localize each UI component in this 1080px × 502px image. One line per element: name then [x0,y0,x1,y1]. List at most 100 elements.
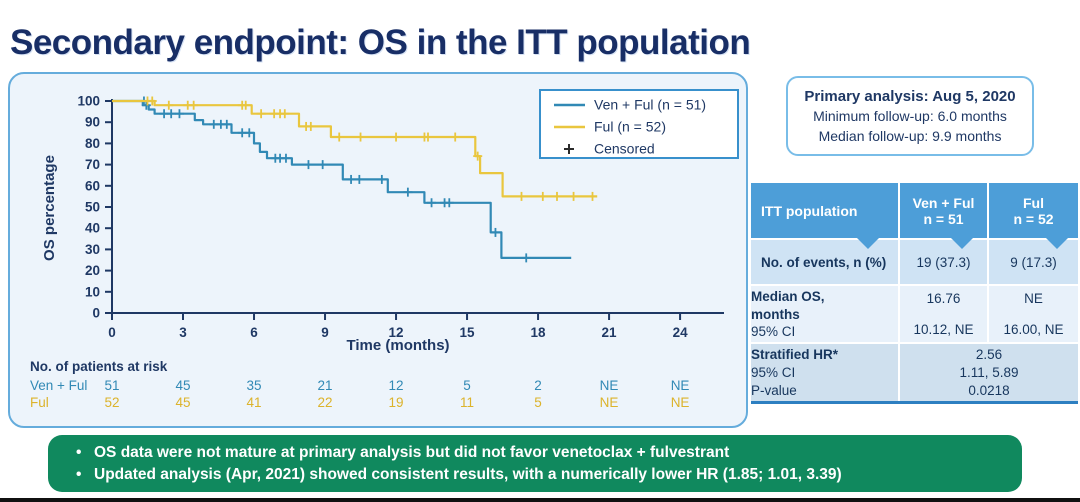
svg-text:Time (months): Time (months) [346,337,449,354]
events-ful-value: 9 (17.3) [987,240,1078,284]
svg-text:51: 51 [104,378,119,393]
svg-text:45: 45 [175,395,190,410]
svg-text:5: 5 [534,395,542,410]
median-os-venful-values: 16.76 10.12, NE [898,286,987,342]
svg-text:18: 18 [531,325,547,340]
legend: Ven + Ful (n = 51) Ful (n = 52) Censored [539,89,739,159]
svg-text:No. of patients at risk: No. of patients at risk [30,359,168,374]
svg-text:NE: NE [671,395,690,410]
svg-text:Ful (n = 52): Ful (n = 52) [594,119,666,135]
svg-text:21: 21 [318,378,333,393]
gears-icon [914,435,1014,492]
median-followup: Median follow-up: 9.9 months [818,127,1002,144]
header-venful-line2: n = 51 [923,210,964,227]
svg-text:Censored: Censored [594,141,655,157]
header-notch-icon [1046,238,1068,249]
svg-text:6: 6 [250,325,258,340]
median-venful: 16.76 [926,291,961,306]
table-row-hazard-ratio: Stratified HR* 95% CI P-value 2.56 1.11,… [751,344,1078,401]
results-table-header: ITT population Ven + Ful n = 51 Ful n = … [751,183,1078,238]
events-label: No. of events, n (%) [761,254,887,270]
stratified-hr-label: Stratified HR* [751,347,839,362]
median-os-label-line2: months [751,306,800,322]
header-ful-line1: Ful [1023,194,1044,211]
svg-text:15: 15 [460,325,476,340]
svg-text:0: 0 [108,325,116,340]
median-os-label: Median OS, months 95% CI [751,286,898,342]
bullet-icon: • [76,444,82,461]
svg-text:9: 9 [321,325,329,340]
svg-text:3: 3 [179,325,187,340]
conclusion-bullet-1: • OS data were not mature at primary ana… [76,443,1022,462]
bullet-icon: • [76,466,82,483]
header-venful-column: Ven + Ful n = 51 [898,183,987,238]
svg-text:24: 24 [673,325,689,340]
header-itt-population: ITT population [761,202,858,219]
conclusion-bullet-2: • Updated analysis (Apr, 2021) showed co… [76,465,1022,484]
svg-text:19: 19 [389,395,404,410]
svg-text:NE: NE [671,378,690,393]
hr-ci-label: 95% CI [751,365,796,380]
events-venful-value: 19 (37.3) [898,240,987,284]
svg-text:12: 12 [389,378,404,393]
svg-text:OS percentage: OS percentage [41,155,58,261]
p-value: 0.0218 [968,383,1010,398]
svg-text:Ful: Ful [30,395,49,410]
svg-text:45: 45 [175,378,190,393]
ci-ful: 16.00, NE [1003,322,1064,337]
svg-text:NE: NE [600,395,619,410]
svg-text:2: 2 [534,378,542,393]
svg-text:52: 52 [104,395,119,410]
svg-text:21: 21 [602,325,618,340]
primary-analysis-info-box: Primary analysis: Aug 5, 2020 Minimum fo… [786,76,1034,156]
svg-text:80: 80 [85,136,100,151]
hr-ci-value: 1.11, 5.89 [959,365,1019,380]
conclusion-text-2: Updated analysis (Apr, 2021) showed cons… [94,466,842,483]
table-bottom-border [751,401,1078,404]
p-value-label: P-value [751,383,797,398]
header-venful-line1: Ven + Ful [912,194,975,211]
median-os-label-line1: Median OS, [751,289,825,304]
header-ful-line2: n = 52 [1013,210,1054,227]
svg-text:Ven + Ful (n = 51): Ven + Ful (n = 51) [594,97,706,113]
km-plot: 0 10 20 30 40 50 60 70 80 90 100 0 3 6 9 12 15 18 21 24 OS p… [30,89,739,410]
svg-text:12: 12 [389,325,404,340]
km-curve-venful [112,96,572,263]
svg-text:0: 0 [92,306,100,321]
conclusion-banner: • OS data were not mature at primary ana… [48,435,1022,492]
page-title: Secondary endpoint: OS in the ITT popula… [10,23,751,63]
bottom-edge-bar [0,498,1080,502]
svg-text:90: 90 [85,115,100,130]
km-curve-ful [112,96,598,201]
svg-text:5: 5 [463,378,471,393]
results-table: ITT population Ven + Ful n = 51 Ful n = … [751,183,1078,404]
table-row-events: No. of events, n (%) 19 (37.3) 9 (17.3) [751,240,1078,284]
header-notch-icon [857,238,879,249]
ci-venful: 10.12, NE [913,322,974,337]
primary-analysis-date: Primary analysis: Aug 5, 2020 [804,87,1016,105]
hr-values: 2.56 1.11, 5.89 0.0218 [898,344,1078,401]
header-notch-icon [951,238,973,249]
svg-text:40: 40 [85,221,100,236]
svg-text:22: 22 [318,395,333,410]
median-os-ful-values: NE 16.00, NE [987,286,1078,342]
svg-text:100: 100 [77,94,100,109]
svg-text:60: 60 [85,178,100,193]
header-ful-column: Ful n = 52 [987,183,1078,238]
svg-text:20: 20 [85,263,100,278]
hr-labels: Stratified HR* 95% CI P-value [751,344,898,401]
conclusion-text-1: OS data were not mature at primary analy… [94,444,730,461]
svg-text:50: 50 [85,200,100,215]
minimum-followup: Minimum follow-up: 6.0 months [813,107,1007,124]
table-row-median-os: Median OS, months 95% CI 16.76 10.12, NE… [751,286,1078,342]
svg-text:NE: NE [600,378,619,393]
svg-text:35: 35 [247,378,262,393]
median-ful: NE [1024,291,1043,306]
svg-text:70: 70 [85,157,100,172]
svg-text:10: 10 [85,284,100,299]
median-os-ci-label: 95% CI [751,324,796,339]
svg-text:41: 41 [247,395,262,410]
svg-text:11: 11 [460,395,474,410]
svg-text:Ven + Ful: Ven + Ful [30,378,87,393]
